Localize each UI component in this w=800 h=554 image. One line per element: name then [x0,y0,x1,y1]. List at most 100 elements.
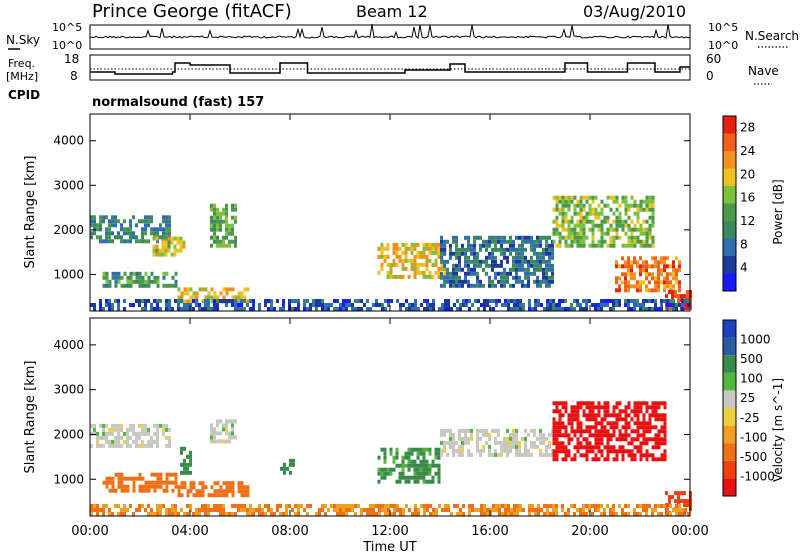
range-cell [642,453,646,458]
range-cell [597,421,601,426]
range-cell [180,291,184,296]
range-cell [162,275,166,280]
range-cell [600,429,604,434]
range-cell [90,423,93,428]
range-cell [524,452,527,457]
range-cell [386,242,390,247]
range-cell [173,236,177,241]
range-cell [588,401,592,406]
range-cell [630,195,634,200]
range-cell [195,295,199,300]
range-cell [591,449,595,454]
range-cell [654,437,658,442]
range-cell [533,239,536,244]
range-cell [639,307,642,311]
range-cell [579,219,583,224]
range-cell [488,263,491,268]
range-cell [90,223,93,228]
range-cell [401,262,405,267]
range-cell [422,479,426,484]
range-cell [192,307,195,311]
range-cell [156,504,159,508]
range-cell [639,231,643,236]
range-cell [657,272,660,277]
range-cell [393,504,396,508]
range-cell [105,435,108,440]
range-cell [467,243,470,248]
range-cell [440,271,443,276]
range-cell [377,246,381,251]
range-cell [120,512,123,516]
range-cell [342,303,345,307]
range-cell [636,401,640,406]
range-cell [485,428,488,433]
range-cell [410,242,414,247]
range-cell [264,303,267,307]
range-cell [480,512,483,516]
range-cell [537,303,540,307]
range-cell [129,423,132,428]
range-cell [120,283,124,288]
range-cell [503,251,506,256]
range-cell [594,453,598,458]
range-cell [171,275,175,280]
range-cell [432,307,435,311]
range-cell [117,476,121,481]
range-cell [177,295,181,300]
range-cell [515,235,518,240]
range-cell [624,409,628,414]
range-cell [114,504,117,508]
range-cell [591,457,595,462]
range-cell [306,512,309,516]
range-cell [636,409,640,414]
range-cell [492,299,495,303]
range-cell [435,512,438,516]
range-cell [231,431,234,436]
range-cell [627,264,630,269]
range-cell [467,448,470,453]
range-cell [267,508,270,512]
range-cell [249,512,252,516]
range-cell [555,231,559,236]
range-cell [585,441,589,446]
range-cell [624,243,628,248]
range-cell [437,451,441,456]
range-cell [102,219,105,224]
range-cell [144,508,147,512]
range-cell [283,462,286,467]
range-cell [567,441,571,446]
range-cell [452,440,455,445]
range-cell [387,512,390,516]
range-cell [609,421,613,426]
range-cell [573,409,577,414]
range-cell [615,199,619,204]
range-cell [549,307,552,311]
range-cell [597,215,601,220]
range-cell [594,405,598,410]
range-cell [639,268,642,273]
range-cell [138,484,142,489]
range-cell [111,443,114,448]
colorbar-frame [722,115,737,292]
range-cell [216,423,219,428]
range-cell [234,299,237,303]
range-cell [138,443,141,448]
range-cell [666,264,669,269]
range-cell [102,275,106,280]
range-cell [449,436,452,441]
range-cell [594,243,598,248]
range-cell [443,444,446,449]
range-cell [501,303,504,307]
range-cell [498,299,501,303]
range-cell [548,452,551,457]
range-cell [591,227,595,232]
range-cell [666,508,669,512]
range-cell [413,479,417,484]
range-cell [228,431,231,436]
range-cell [333,504,336,508]
range-cell [627,303,630,307]
range-cell [231,493,235,498]
range-cell [612,433,616,438]
range-cell [330,303,333,307]
range-cell [533,432,536,437]
